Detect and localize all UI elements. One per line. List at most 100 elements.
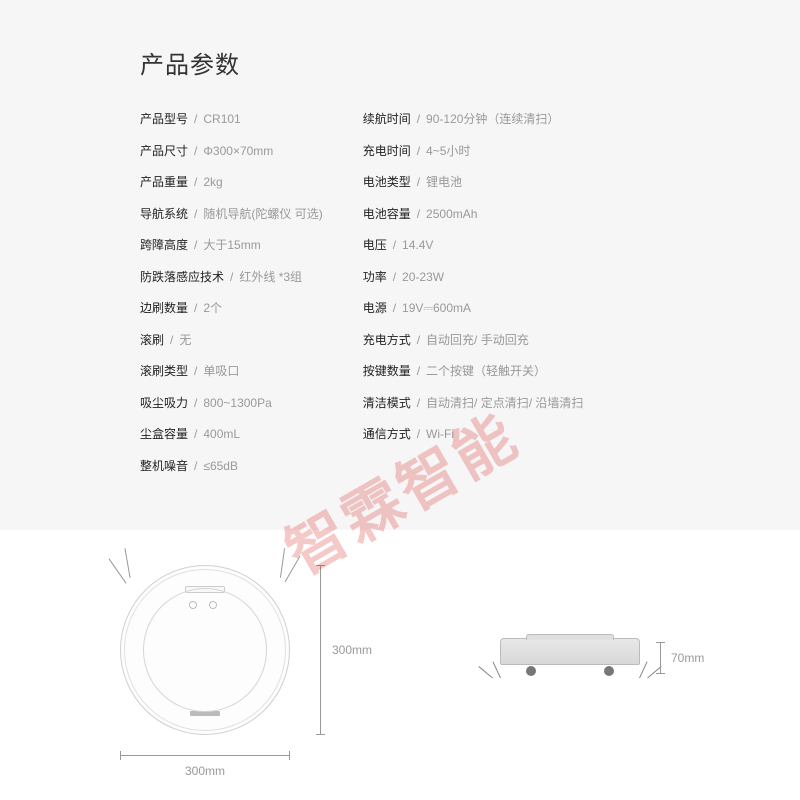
spec-row: 通信方式 / Wi-Fi [363,425,584,443]
spec-separator: / [393,299,396,317]
spec-separator: / [194,110,197,128]
spec-separator: / [170,331,173,349]
spec-label: 跨障高度 [140,236,188,254]
spec-value: 2kg [203,173,222,191]
spec-label: 防跌落感应技术 [140,268,224,286]
spec-row: 电源 / 19V⎓600mA [363,299,584,317]
spec-row: 整机噪音 / ≤65dB [140,457,323,475]
spec-row: 产品型号 / CR101 [140,110,323,128]
spec-value: 400mL [203,425,240,443]
spec-label: 边刷数量 [140,299,188,317]
spec-separator: / [194,205,197,223]
spec-separator: / [194,173,197,191]
diagram-panel: 300mm 300mm 70mm [0,530,800,800]
spec-panel: 产品参数 产品型号/CR101产品尺寸/Φ300×70mm产品重量/2kg导航系… [0,0,800,530]
spec-value: 红外线 *3组 [239,268,302,286]
side-view-diagram [500,638,640,678]
spec-separator: / [393,268,396,286]
section-title: 产品参数 [140,45,800,80]
spec-row: 按键数量 / 二个按键（轻触开关） [363,362,584,380]
spec-value: 14.4V [402,236,433,254]
spec-value: 锂电池 [426,173,462,191]
spec-separator: / [393,236,396,254]
spec-value: ≤65dB [203,457,238,475]
spec-value: 2500mAh [426,205,477,223]
spec-row: 跨障高度/大于15mm [140,236,323,254]
top-view-group: 300mm [120,565,321,735]
spec-label: 按键数量 [363,362,411,380]
spec-separator: / [230,268,233,286]
spec-row: 续航时间 / 90-120分钟（连续清扫） [363,110,584,128]
spec-label: 电源 [363,299,387,317]
spec-row: 尘盒容量 / 400mL [140,425,323,443]
spec-row: 功率 / 20-23W [363,268,584,286]
spec-label: 产品尺寸 [140,142,188,160]
spec-label: 续航时间 [363,110,411,128]
spec-separator: / [417,110,420,128]
spec-separator: / [194,425,197,443]
spec-value: 二个按键（轻触开关） [426,362,546,380]
spec-label: 清洁模式 [363,394,411,412]
spec-label: 导航系统 [140,205,188,223]
spec-row: 充电方式/自动回充/ 手动回充 [363,331,584,349]
spec-row: 防跌落感应技术 / 红外线 *3组 [140,268,323,286]
spec-label: 滚刷类型 [140,362,188,380]
spec-label: 产品型号 [140,110,188,128]
spec-row: 清洁模式 / 自动清扫/ 定点清扫/ 沿墙清扫 [363,394,584,412]
height-dimension: 300mm [320,565,321,735]
spec-column-right: 续航时间/90-120分钟（连续清扫）充电时间/4~5小时电池类型/锂电池电池容… [363,110,584,475]
spec-label: 尘盒容量 [140,425,188,443]
spec-value: 2个 [203,299,222,317]
spec-label: 通信方式 [363,425,411,443]
spec-separator: / [194,457,197,475]
spec-value: 19V⎓600mA [402,299,471,317]
spec-row: 电池容量 / 2500mAh [363,205,584,223]
width-label: 300mm [120,764,290,778]
spec-separator: / [417,205,420,223]
spec-value: CR101 [203,110,240,128]
spec-separator: / [417,142,420,160]
spec-label: 吸尘吸力 [140,394,188,412]
spec-row: 电压 / 14.4V [363,236,584,254]
spec-separator: / [417,425,420,443]
spec-label: 整机噪音 [140,457,188,475]
spec-value: 随机导航(陀螺仪 可选) [203,205,322,223]
spec-separator: / [194,299,197,317]
spec-value: 单吸口 [203,362,239,380]
spec-value: 4~5小时 [426,142,470,160]
spec-label: 功率 [363,268,387,286]
width-dimension: 300mm [120,755,290,778]
spec-row: 产品尺寸/Φ300×70mm [140,142,323,160]
spec-label: 电池容量 [363,205,411,223]
spec-value: 90-120分钟（连续清扫） [426,110,559,128]
spec-separator: / [194,236,197,254]
thickness-dimension: 70mm [660,642,704,674]
spec-value: 无 [179,331,191,349]
spec-grid: 产品型号/CR101产品尺寸/Φ300×70mm产品重量/2kg导航系统/随机导… [140,110,800,475]
spec-label: 电压 [363,236,387,254]
spec-value: 自动清扫/ 定点清扫/ 沿墙清扫 [426,394,583,412]
spec-label: 电池类型 [363,173,411,191]
thickness-label: 70mm [671,651,704,665]
spec-separator: / [194,362,197,380]
spec-column-left: 产品型号/CR101产品尺寸/Φ300×70mm产品重量/2kg导航系统/随机导… [140,110,323,475]
spec-separator: / [417,362,420,380]
top-view-diagram [120,565,290,735]
spec-separator: / [417,173,420,191]
height-label: 300mm [332,635,372,665]
spec-separator: / [417,394,420,412]
spec-row: 产品重量/2kg [140,173,323,191]
spec-separator: / [194,394,197,412]
spec-value: Φ300×70mm [203,142,273,160]
spec-separator: / [417,331,420,349]
spec-row: 吸尘吸力/800~1300Pa [140,394,323,412]
spec-row: 滚刷 / 无 [140,331,323,349]
spec-label: 充电时间 [363,142,411,160]
spec-label: 滚刷 [140,331,164,349]
spec-row: 导航系统 / 随机导航(陀螺仪 可选) [140,205,323,223]
spec-row: 充电时间 / 4~5小时 [363,142,584,160]
spec-label: 充电方式 [363,331,411,349]
spec-value: 20-23W [402,268,444,286]
spec-value: Wi-Fi [426,425,454,443]
spec-row: 滚刷类型 / 单吸口 [140,362,323,380]
